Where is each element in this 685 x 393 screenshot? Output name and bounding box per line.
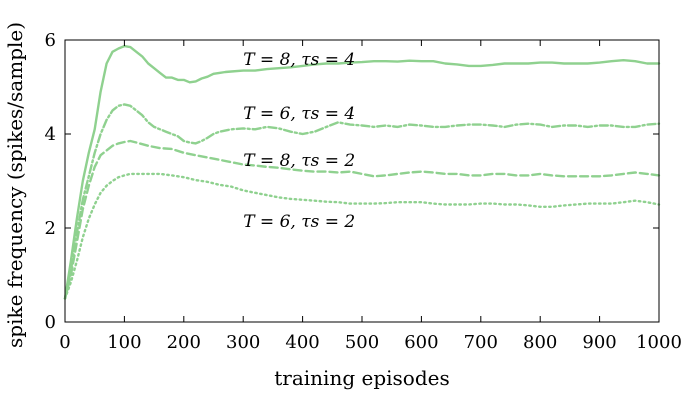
plot-frame: [64, 39, 660, 323]
x-tick-label: 700: [464, 332, 498, 353]
series-annotation-3: T = 8, τs = 2: [243, 151, 355, 171]
x-tick-label: 800: [523, 332, 557, 353]
y-tick-label: 6: [45, 30, 56, 51]
series-annotation-1: T = 8, τs = 4: [243, 50, 355, 70]
series-line-3: [63, 139, 661, 300]
x-axis-ticks: 0 100 200 300 400 500 600 700 800 900 1000: [59, 40, 682, 353]
series-layer: [63, 44, 661, 300]
x-tick-label: 0: [59, 332, 70, 353]
x-tick-label: 1000: [636, 332, 682, 353]
series-line-1: [63, 44, 661, 300]
series-annotation-2: T = 6, τs = 4: [243, 104, 355, 124]
y-tick-label: 4: [45, 124, 56, 145]
series-line-4: [63, 172, 661, 300]
series-annotation-4: T = 6, τs = 2: [243, 212, 355, 232]
x-tick-label: 200: [167, 332, 201, 353]
x-tick-label: 300: [226, 332, 260, 353]
x-tick-label: 900: [582, 332, 616, 353]
x-tick-label: 100: [107, 332, 141, 353]
y-axis-ticks: 0 2 4 6: [45, 30, 659, 333]
y-tick-label: 2: [45, 218, 56, 239]
series-line-2: [63, 103, 661, 300]
y-tick-label: 0: [45, 312, 56, 333]
y-axis-label: spike frequency (spikes/sample): [3, 22, 27, 348]
x-axis-label: training episodes: [274, 366, 449, 390]
annotation-layer: T = 8, τs = 4 T = 6, τs = 4 T = 8, τs = 2 T…: [243, 50, 355, 232]
x-tick-label: 400: [285, 332, 319, 353]
x-tick-label: 500: [345, 332, 379, 353]
x-tick-label: 600: [404, 332, 438, 353]
